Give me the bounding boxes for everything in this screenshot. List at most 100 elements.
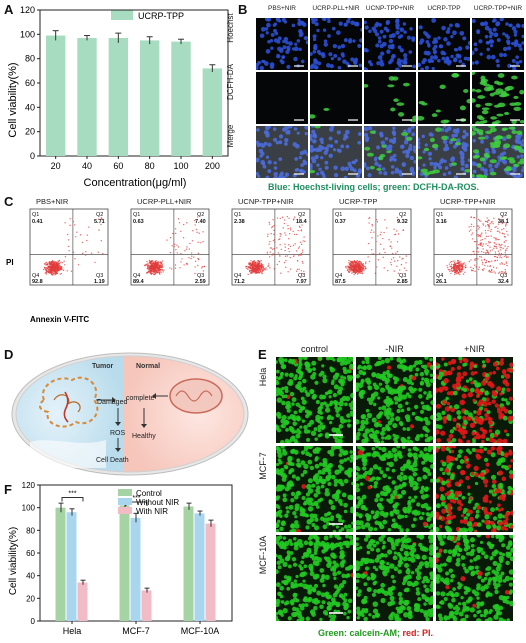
flow-quadrant-label: Q1 bbox=[32, 212, 39, 218]
panel-b-micrograph bbox=[418, 18, 470, 70]
panel-b-column-label: UCRP-TPP bbox=[427, 5, 461, 12]
chart-f-significance-label: *** bbox=[132, 495, 140, 502]
chart-f-y-tick-label: 80 bbox=[26, 526, 35, 535]
chart-f-bar bbox=[141, 590, 152, 621]
panel-b-column-label: PBS+NIR bbox=[268, 5, 296, 12]
panel-b-row-label: Merge bbox=[226, 124, 235, 148]
chart-a-bar bbox=[77, 37, 97, 156]
chart-a-x-tick-label: 20 bbox=[51, 161, 61, 171]
chart-f-legend-label: Without NIR bbox=[136, 498, 179, 507]
flow-quadrant-label: Q2 bbox=[399, 212, 406, 218]
flow-quadrant-label: Q2 bbox=[197, 212, 204, 218]
chart-a-bar bbox=[171, 41, 191, 157]
flow-quadrant-label: 0.37 bbox=[335, 219, 346, 225]
chart-a-y-tick-label: 20 bbox=[25, 127, 35, 137]
panel-b-micrograph bbox=[472, 18, 524, 70]
panel-b-micrograph bbox=[310, 18, 362, 70]
chart-a-y-tick-label: 0 bbox=[30, 151, 35, 161]
chart-a-y-tick-label: 120 bbox=[20, 5, 35, 15]
flow-quadrant-label: 5.71 bbox=[94, 219, 105, 225]
panel-c-y-axis-label: PI bbox=[6, 258, 14, 267]
chart-f-y-tick-label: 40 bbox=[26, 572, 35, 581]
chart-a-y-tick-label: 80 bbox=[25, 54, 35, 64]
chart-a-y-tick-label: 40 bbox=[25, 102, 35, 112]
panel-label-c: C bbox=[4, 194, 14, 209]
chart-f-x-tick-label: MCF-10A bbox=[181, 626, 220, 636]
flow-quadrant-label: Q4 bbox=[133, 273, 140, 279]
panel-b-micrograph bbox=[256, 18, 308, 70]
panel-b-caption-part1: Blue: Hoechst-living cells; bbox=[268, 182, 381, 192]
chart-a-bar bbox=[45, 35, 66, 156]
panel-b-micrograph bbox=[472, 72, 524, 124]
flow-plot-title: UCRP-TPP+NIR bbox=[440, 197, 496, 206]
schematic-healthy-label: Healthy bbox=[132, 433, 156, 440]
chart-f-legend-label: With NIR bbox=[136, 507, 168, 516]
flow-quadrant-label: 9.32 bbox=[397, 219, 408, 225]
flow-quadrant-label: Q2 bbox=[298, 212, 305, 218]
panel-b-micrograph bbox=[418, 126, 470, 178]
panel-e-column-label: -NIR bbox=[385, 344, 404, 354]
panel-b-micrograph bbox=[256, 72, 308, 124]
flow-quadrant-label: Q1 bbox=[436, 212, 443, 218]
chart-f-bar bbox=[77, 582, 88, 621]
panel-e-caption: Green: calcein-AM; red: PI. bbox=[318, 628, 433, 638]
flow-quadrant-label: 38.1 bbox=[498, 219, 509, 225]
panel-b-caption: Blue: Hoechst-living cells; green: DCFH-… bbox=[268, 182, 479, 192]
schematic-cell-death-label: Cell Death bbox=[96, 457, 129, 464]
chart-a-y-tick-label: 100 bbox=[20, 29, 35, 39]
chart-f-bar bbox=[205, 523, 216, 621]
chart-f-y-tick-label: 120 bbox=[22, 481, 36, 490]
chart-a-x-tick-label: 60 bbox=[113, 161, 123, 171]
panel-label-e: E bbox=[258, 347, 267, 362]
panel-b-row-label: DCFH-DA bbox=[226, 64, 235, 100]
flow-quadrant-label: Q3 bbox=[399, 273, 406, 279]
chart-f-y-tick-label: 0 bbox=[31, 617, 36, 626]
panel-e-column-label: control bbox=[300, 344, 328, 354]
panel-e-column-label: +NIR bbox=[464, 344, 485, 354]
chart-a-legend-label: UCRP-TPP bbox=[138, 11, 184, 21]
chart-f-y-tick-label: 20 bbox=[26, 594, 35, 603]
flow-quadrant-label: Q1 bbox=[234, 212, 241, 218]
panel-e-caption-part2: red: PI. bbox=[402, 628, 434, 638]
panel-b-column-label: UCRP-PLL+NIR bbox=[312, 5, 360, 12]
chart-a-x-tick-label: 80 bbox=[145, 161, 155, 171]
panel-e-micrograph bbox=[356, 446, 433, 532]
chart-f-y-tick-label: 100 bbox=[22, 504, 36, 513]
flow-quadrant-label: 26.1 bbox=[436, 279, 447, 285]
chart-a-bar bbox=[108, 37, 129, 156]
chart-f-x-tick-label: Hela bbox=[63, 626, 82, 636]
panel-b-micrograph bbox=[364, 72, 416, 124]
chart-a-x-axis-label: Concentration(μg/ml) bbox=[84, 177, 187, 189]
chart-f-bar bbox=[55, 507, 66, 621]
chart-f-bar bbox=[130, 517, 141, 621]
chart-a-x-tick-label: 40 bbox=[82, 161, 92, 171]
flow-quadrant-label: Q4 bbox=[335, 273, 342, 279]
panel-e-micrograph bbox=[276, 357, 353, 443]
panel-b-micrograph bbox=[472, 126, 524, 178]
flow-plot-title: UCRP-TPP bbox=[339, 197, 378, 206]
damaged-mitochondrion-icon bbox=[38, 376, 99, 428]
schematic-damaged-label: Damaged bbox=[97, 399, 127, 406]
healthy-mitochondrion-icon bbox=[169, 378, 223, 414]
chart-f-bar bbox=[119, 505, 130, 621]
dna-strand-icon bbox=[63, 391, 69, 423]
chart-a-legend-swatch bbox=[111, 10, 133, 20]
flow-plot-title: UCRP-PLL+NIR bbox=[137, 197, 192, 206]
panel-b-micrograph bbox=[418, 72, 470, 124]
flow-quadrant-label: 71.2 bbox=[234, 279, 245, 285]
flow-quadrant-label: 0.63 bbox=[133, 219, 144, 225]
flow-quadrant-label: Q2 bbox=[96, 212, 103, 218]
panel-e-row-label: MCF-10A bbox=[258, 535, 268, 575]
chart-f-bar bbox=[66, 512, 77, 621]
chart-f-significance-label: *** bbox=[68, 490, 76, 497]
chart-f-y-tick-label: 60 bbox=[26, 549, 35, 558]
flow-quadrant-label: 2.38 bbox=[234, 219, 245, 225]
panel-b-micrograph bbox=[364, 18, 416, 70]
panel-d-schematic: Tumor Normal Damaged ROS Cell Death comp… bbox=[11, 352, 249, 476]
chart-f-y-axis-label: Cell viability(%) bbox=[8, 527, 19, 595]
panel-label-a: A bbox=[4, 2, 14, 17]
